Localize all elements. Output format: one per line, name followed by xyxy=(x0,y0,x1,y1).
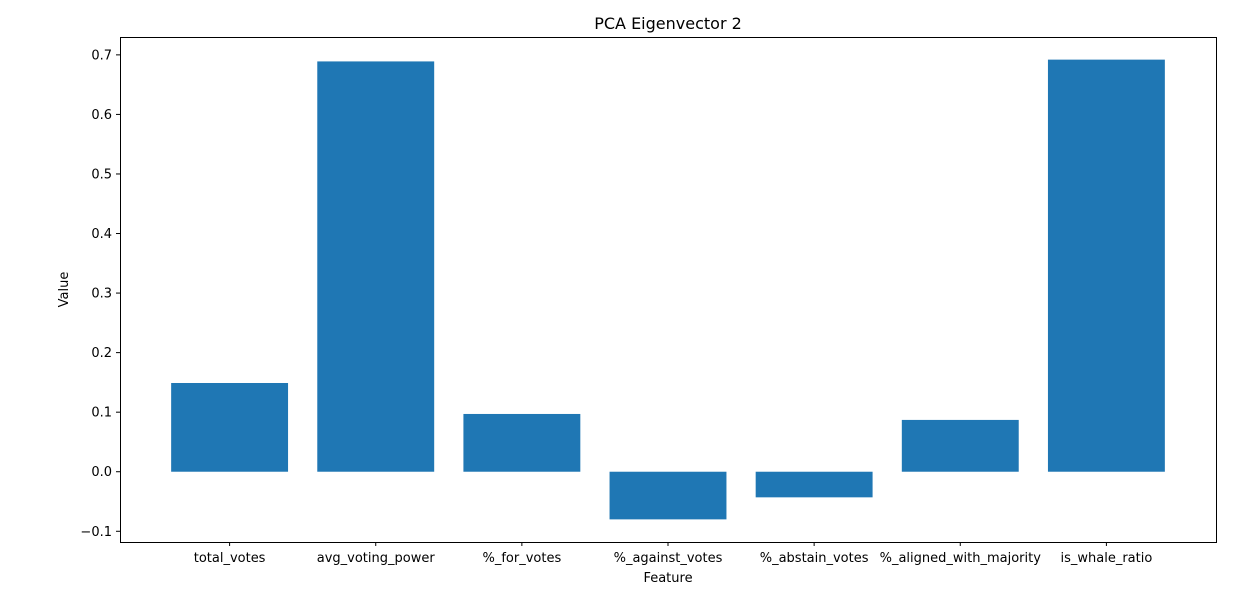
bar-is-whale-ratio xyxy=(1047,59,1165,472)
x-tick-label: %_abstain_votes xyxy=(760,551,869,566)
bar-abstain-votes xyxy=(755,471,873,498)
x-tick-label: %_aligned_with_majority xyxy=(880,551,1042,566)
y-tick-label: 0.0 xyxy=(91,465,112,480)
x-axis-label: Feature xyxy=(643,571,692,586)
y-axis: −0.1 0.0 0.1 0.2 0.3 0.4 0.5 0.6 0.7 xyxy=(80,48,120,540)
x-tick-label: total_votes xyxy=(194,551,266,566)
y-tick-label: 0.3 xyxy=(91,287,112,302)
y-tick-label: 0.5 xyxy=(91,167,112,182)
x-tick-label: %_against_votes xyxy=(614,551,723,566)
x-tick-label: %_for_votes xyxy=(482,551,561,566)
bar-total-votes xyxy=(171,382,289,472)
chart-title: PCA Eigenvector 2 xyxy=(594,14,742,33)
bars-group xyxy=(171,59,1165,520)
y-tick-label: −0.1 xyxy=(80,525,112,540)
bar-avg-voting-power xyxy=(317,61,435,472)
x-axis: total_votes avg_voting_power %_for_votes %_… xyxy=(194,542,1152,566)
x-tick-label: is_whale_ratio xyxy=(1060,551,1152,566)
y-tick-label: 0.7 xyxy=(91,48,112,63)
y-tick-label: 0.2 xyxy=(91,346,112,361)
y-tick-label: 0.6 xyxy=(91,108,112,123)
bar-aligned-with-majority xyxy=(901,419,1019,472)
bar-against-votes xyxy=(609,471,727,520)
x-tick-label: avg_voting_power xyxy=(317,551,436,566)
y-tick-label: 0.1 xyxy=(91,406,112,421)
plot-frame xyxy=(120,37,1217,543)
y-axis-label: Value xyxy=(57,272,72,308)
y-tick-label: 0.4 xyxy=(91,227,112,242)
bar-for-votes xyxy=(463,413,581,472)
